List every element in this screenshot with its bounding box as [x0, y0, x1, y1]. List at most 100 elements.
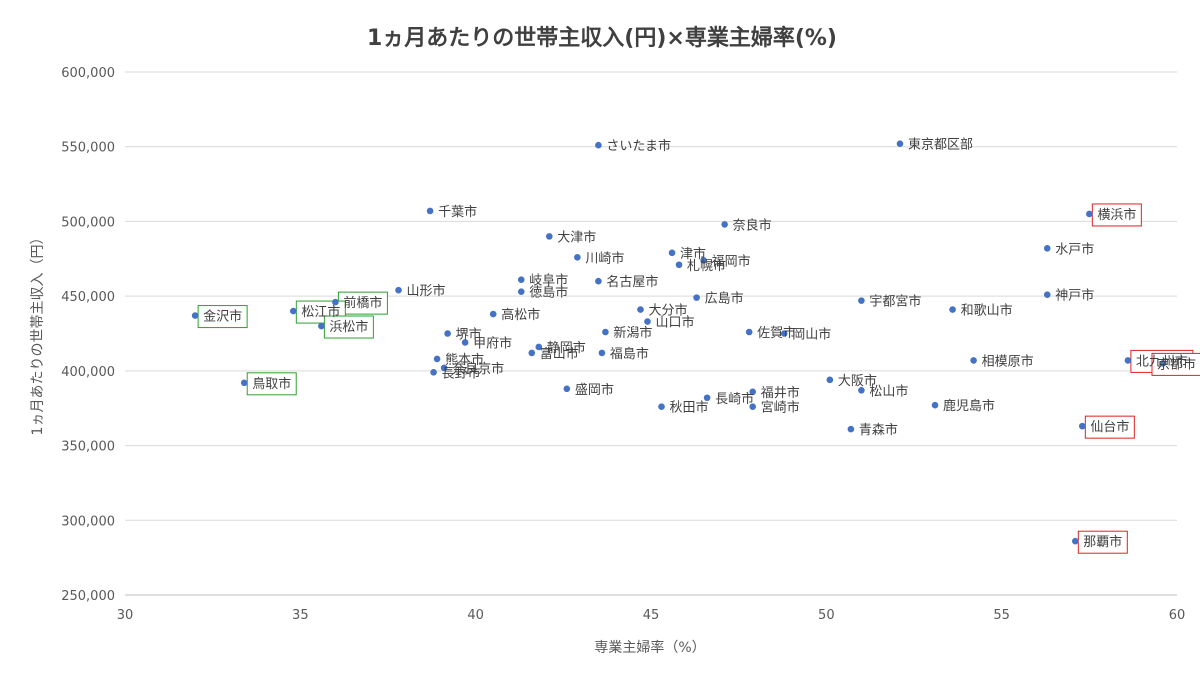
point-label: 金沢市 [203, 309, 242, 325]
x-axis-label: 専業主婦率（%） [594, 639, 705, 656]
data-point [574, 253, 581, 261]
data-point [535, 343, 543, 351]
point-label: 鹿児島市 [943, 398, 995, 414]
data-point [970, 357, 977, 364]
data-point [318, 322, 325, 330]
data-point [703, 394, 711, 402]
highlight-box [1151, 352, 1200, 376]
data-point [644, 318, 651, 325]
data-point [749, 388, 756, 396]
data-point [1072, 537, 1079, 545]
data-point [745, 328, 753, 336]
data-point [826, 376, 834, 384]
point-label: 盛岡市 [575, 382, 614, 398]
chart-title: 1ヵ月あたりの世帯主収入(円)×専業主婦率(%) [367, 25, 837, 51]
point-label: 佐賀市 [757, 325, 796, 341]
y-tick-label: 300,000 [61, 514, 115, 529]
data-point [598, 349, 606, 357]
data-point [290, 307, 297, 315]
data-point [675, 261, 683, 269]
data-point [240, 379, 248, 387]
point-label: 富山市 [540, 346, 579, 362]
x-tick-label: 45 [643, 608, 660, 623]
y-tick-label: 600,000 [61, 66, 115, 81]
data-point [700, 256, 707, 264]
point-label: 北九州市 [1136, 353, 1188, 369]
point-label: 和歌山市 [961, 303, 1013, 319]
data-point [546, 233, 553, 240]
point-label: 大分市 [648, 303, 687, 319]
point-label: 松山市 [869, 383, 908, 399]
data-point [440, 364, 448, 372]
data-point [1159, 360, 1167, 367]
point-label: 水戸市 [1055, 241, 1094, 257]
data-point [595, 141, 602, 149]
point-label: 那覇市 [1083, 534, 1122, 550]
point-label: 宇都宮市 [869, 294, 921, 310]
x-tick-label: 55 [993, 608, 1010, 623]
point-label: 浜松市 [329, 319, 368, 335]
point-label: 名古屋市 [606, 274, 658, 290]
point-label: 相模原市 [982, 353, 1034, 369]
point-label: 千葉市 [438, 204, 477, 220]
point-label: 新潟市 [613, 325, 652, 341]
data-point [749, 403, 756, 411]
data-point [563, 385, 571, 393]
tick-labels: 250,000 300,000 350,000 400,000 450,000 500,0… [61, 66, 1185, 623]
point-label: 大阪市 [838, 373, 877, 389]
data-point [528, 349, 536, 357]
point-label: 長野市 [442, 365, 481, 381]
point-label: 福井市 [761, 385, 800, 401]
y-tick-label: 550,000 [61, 141, 115, 156]
data-point [721, 221, 728, 228]
data-point [896, 140, 904, 148]
point-label: 静岡市 [547, 340, 586, 356]
y-tick-label: 350,000 [61, 440, 115, 455]
point-label: 福岡市 [712, 253, 751, 269]
data-point [444, 330, 451, 337]
data-point [430, 369, 437, 376]
data-point [668, 249, 676, 257]
point-label: 秋田市 [670, 400, 709, 416]
data-point [780, 330, 788, 337]
data-point [1086, 210, 1093, 218]
grid-lines [125, 71, 1177, 596]
x-tick-label: 35 [292, 608, 309, 623]
data-point [517, 276, 525, 284]
data-point [1043, 291, 1051, 298]
data-point [1043, 245, 1051, 252]
point-label: 青森市 [859, 422, 898, 438]
data-point [847, 425, 855, 433]
point-label: 東京都区部 [908, 137, 973, 153]
data-point [332, 298, 339, 306]
point-label: 川崎市 [585, 250, 624, 266]
point-label: 松江市 [301, 304, 340, 320]
point-label: 前橋市 [343, 295, 382, 311]
point-label: 福島市 [610, 346, 649, 362]
data-point [395, 286, 402, 294]
y-axis-label: 1ヵ月あたりの世帯主収入（円） [30, 231, 46, 436]
point-label: 長崎市 [715, 391, 754, 407]
data-point [858, 297, 865, 304]
point-label: 札幌市 [687, 258, 726, 274]
x-tick-label: 50 [818, 608, 835, 623]
point-label: 奈良市 [733, 217, 772, 233]
point-label: 宮崎市 [761, 400, 800, 416]
y-tick-label: 400,000 [61, 365, 115, 380]
point-label: 高松市 [501, 307, 540, 323]
data-point [1124, 357, 1132, 364]
y-tick-label: 450,000 [61, 290, 115, 305]
data-point [191, 312, 199, 319]
point-label: 津市 [680, 246, 706, 262]
point-label: 奈良京市 [452, 361, 504, 377]
x-tick-label: 30 [117, 608, 134, 623]
data-point [517, 288, 525, 295]
point-label: 岐阜市 [529, 273, 568, 289]
data-point [693, 294, 700, 301]
point-label: 山形市 [407, 283, 446, 299]
point-label: 広島市 [705, 291, 744, 307]
point-label: 熊本市 [445, 352, 484, 368]
data-point [658, 403, 665, 411]
point-label: 山口市 [655, 315, 694, 331]
